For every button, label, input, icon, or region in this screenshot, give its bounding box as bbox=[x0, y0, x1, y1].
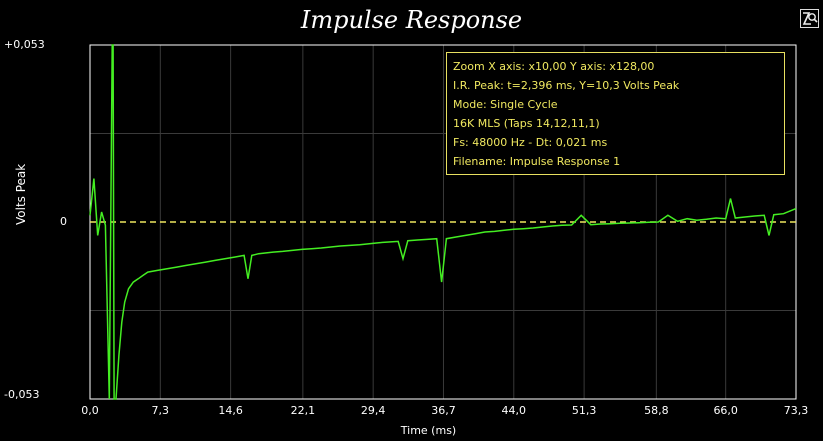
x-tick-label: 51,3 bbox=[572, 404, 597, 417]
info-line-mls: 16K MLS (Taps 14,12,11,1) bbox=[453, 117, 600, 130]
x-tick-label: 29,4 bbox=[361, 404, 386, 417]
y-tick-label-bottom: -0,053 bbox=[4, 388, 40, 401]
info-line-mode: Mode: Single Cycle bbox=[453, 98, 558, 111]
x-tick-labels: 0,0 7,3 14,6 22,1 29,4 36,7 44,0 51,3 58,8 66,0 73… bbox=[81, 404, 808, 417]
x-tick-label: 58,8 bbox=[644, 404, 669, 417]
x-tick-label: 36,7 bbox=[431, 404, 456, 417]
y-tick-label-zero: 0 bbox=[60, 215, 67, 228]
info-line-zoom: Zoom X axis: x10,00 Y axis: x128,00 bbox=[453, 60, 655, 73]
x-axis-label: Time (ms) bbox=[400, 424, 457, 437]
measurement-info-box: Zoom X axis: x10,00 Y axis: x128,00 I.R.… bbox=[446, 52, 785, 175]
chart-title: Impulse Response bbox=[300, 6, 523, 34]
info-line-filename: Filename: Impulse Response 1 bbox=[453, 155, 621, 168]
x-tick-label: 44,0 bbox=[502, 404, 527, 417]
x-tick-label: 0,0 bbox=[81, 404, 99, 417]
x-tick-label: 73,3 bbox=[784, 404, 809, 417]
impulse-response-trace bbox=[89, 44, 797, 400]
x-tick-label: 66,0 bbox=[713, 404, 738, 417]
magnify-zoom-icon[interactable] bbox=[800, 9, 819, 28]
info-line-peak: I.R. Peak: t=2,396 ms, Y=10,3 Volts Peak bbox=[453, 79, 680, 92]
info-line-sampling: Fs: 48000 Hz - Dt: 0,021 ms bbox=[453, 136, 608, 149]
x-tick-label: 7,3 bbox=[152, 404, 170, 417]
y-tick-label-top: +0,053 bbox=[4, 38, 45, 51]
x-tick-label: 22,1 bbox=[291, 404, 316, 417]
y-axis-label: Volts Peak bbox=[14, 163, 28, 225]
x-tick-label: 14,6 bbox=[218, 404, 243, 417]
